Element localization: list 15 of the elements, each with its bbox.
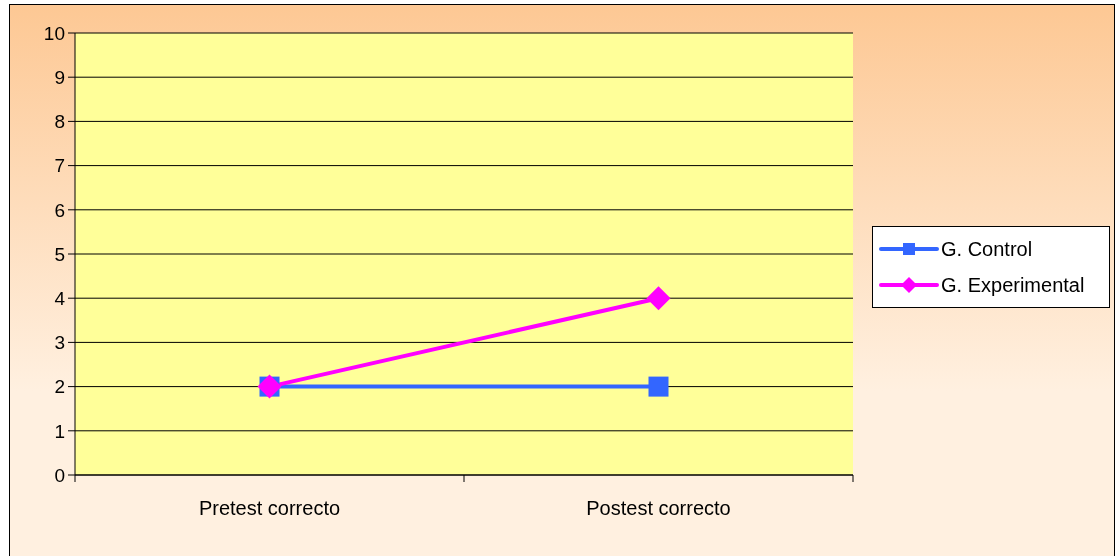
y-tick-label: 0 [54, 464, 65, 486]
legend-label: G. Control [941, 237, 1033, 261]
legend-label: G. Experimental [941, 273, 1085, 297]
y-tick-label: 9 [54, 66, 65, 88]
y-tick-label: 1 [54, 420, 65, 442]
y-tick-label: 8 [54, 111, 65, 133]
x-tick-label: Postest correcto [586, 497, 731, 519]
x-tick-label: Pretest correcto [198, 497, 341, 519]
y-tick-label: 10 [43, 22, 65, 44]
y-tick-label: 6 [54, 199, 65, 221]
y-tick-label: 5 [54, 243, 65, 265]
y-tick-label: 7 [54, 155, 65, 177]
y-tick-label: 4 [54, 287, 66, 309]
y-tick-label: 2 [54, 376, 65, 398]
y-tick-label: 3 [54, 332, 65, 354]
